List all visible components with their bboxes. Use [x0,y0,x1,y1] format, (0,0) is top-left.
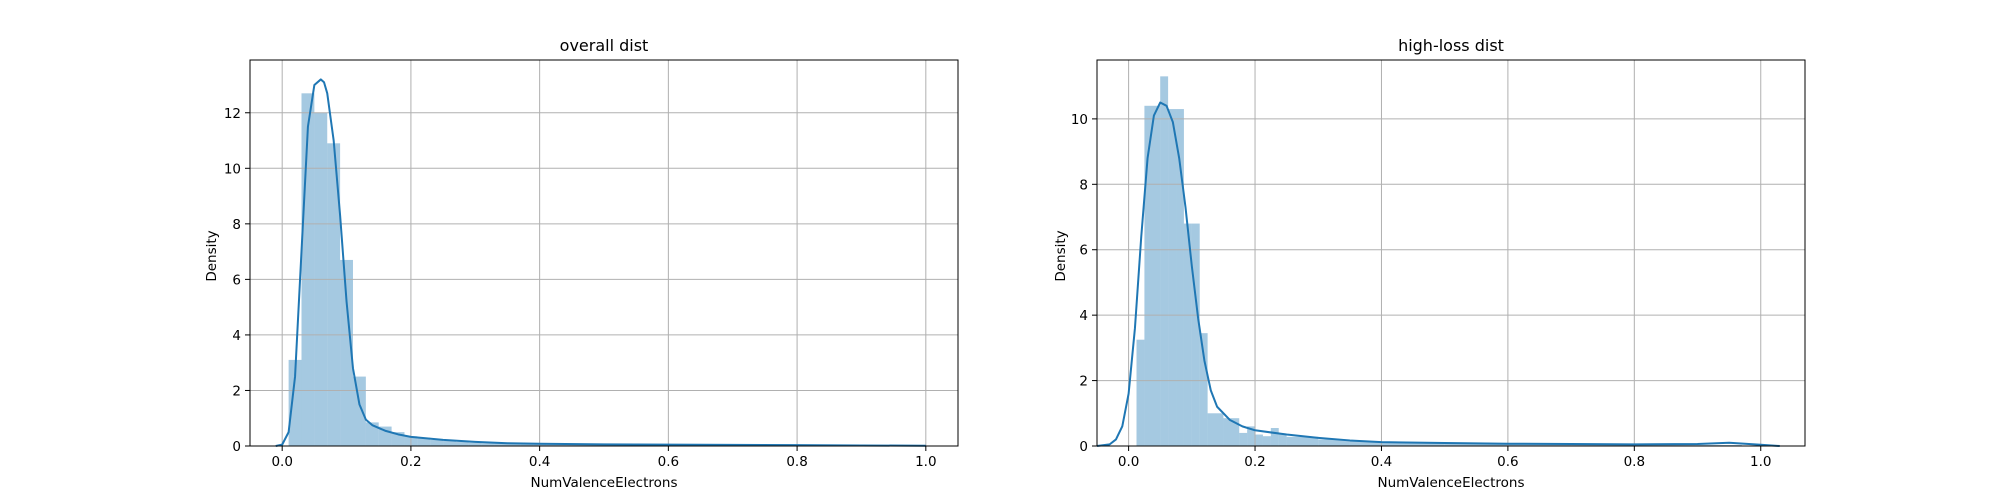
histogram-bar [1255,434,1263,446]
histogram-bar [1571,444,1635,446]
histogram-bar [1262,436,1271,446]
kde-line [1096,101,1780,447]
kde-line [275,78,926,447]
y-tick-label: 8 [1079,177,1088,193]
histogram-bar [1349,441,1382,446]
y-tick-label: 0 [1079,439,1088,455]
histogram-bar [1160,76,1169,447]
histogram-bar [571,444,604,446]
histogram-bar [1176,109,1184,446]
histogram-bar [1247,426,1256,446]
y-tick-label: 6 [232,272,241,288]
histogram-bar [288,359,302,446]
y-axis-label: Density [204,230,220,281]
histogram-bar [1183,223,1192,446]
chart-title: overall dist [560,36,649,55]
histogram-bar [340,259,353,446]
y-tick-label: 10 [224,161,241,177]
histogram-bar [301,93,315,446]
histogram-bar [1239,432,1248,446]
histogram-bar [520,444,534,446]
y-tick-label: 12 [224,106,241,122]
histogram-bar [507,443,521,446]
x-tick-label: 0.0 [1118,454,1139,470]
histogram-bar [1270,428,1279,446]
histogram-bar [1207,413,1224,446]
y-axis-label: Density [1053,230,1069,281]
x-tick-label: 0.4 [1371,454,1392,470]
x-tick-label: 0.6 [658,454,679,470]
x-tick-label: 0.8 [1624,454,1645,470]
histogram-bar [327,143,341,446]
y-tick-label: 4 [1079,308,1088,324]
y-tick-label: 4 [232,328,241,344]
histogram-bar [1444,443,1508,446]
y-tick-label: 2 [1079,374,1088,390]
histogram-bar [481,443,495,446]
chart-title: high-loss dist [1398,36,1504,55]
x-tick-label: 0.4 [529,454,550,470]
histogram-bar [365,422,379,446]
axes-frame [249,59,959,447]
plot-area: 0.0 0.2 0.4 0.6 0.8 1.0 0 2 4 6 8 10 12 [224,59,959,470]
histogram-bar [1168,109,1177,446]
y-tick-label: 0 [232,439,241,455]
y-tick-label: 8 [232,217,241,233]
histogram-bar [1223,418,1240,446]
x-tick-label: 0.2 [1244,454,1265,470]
x-tick-label: 1.0 [915,454,936,470]
histogram-bar [1278,434,1287,446]
y-tick-label: 6 [1079,243,1088,259]
histogram-bar [546,444,572,446]
subplot-high-loss-dist: high-loss dist NumValenceElectrons Densi… [1053,36,1806,491]
histogram-bar [1199,333,1208,446]
histogram-bar [1381,442,1445,446]
subplot-overall-dist: overall dist NumValenceElectrons Density… [204,36,959,491]
x-tick-label: 0.2 [400,454,421,470]
histogram-bar [352,376,366,446]
histogram-bar [1507,444,1572,446]
histogram-bar [494,443,508,446]
y-tick-label: 2 [232,383,241,399]
x-tick-label: 0.8 [786,454,807,470]
x-tick-label: 0.0 [271,454,292,470]
histogram-bar [430,439,444,446]
histogram-bar [1318,439,1350,446]
plot-area: 0.0 0.2 0.4 0.6 0.8 1.0 0 2 4 6 8 10 [1071,59,1806,470]
x-axis-label: NumValenceElectrons [1377,475,1524,491]
histogram-bar [417,437,431,446]
histogram-bar [468,442,482,446]
x-tick-label: 1.0 [1750,454,1771,470]
histogram-bar [443,441,456,446]
x-tick-label: 0.6 [1497,454,1518,470]
histogram-bar [1136,339,1145,446]
x-axis-label: NumValenceElectrons [530,475,677,491]
y-tick-label: 10 [1071,112,1088,128]
histogram-bar [1191,223,1200,446]
histogram-bar [1286,436,1319,446]
axes-frame [1096,59,1806,447]
histogram-bar [1144,105,1161,447]
histogram-bar [455,441,469,446]
